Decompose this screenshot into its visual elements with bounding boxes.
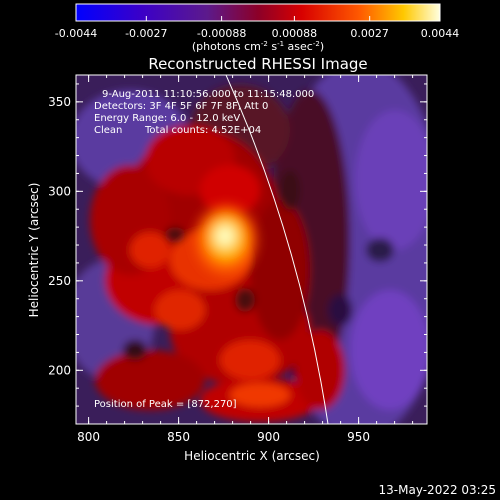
plot-frame — [75, 74, 428, 425]
y-tick-label: 300 — [48, 184, 71, 198]
colorbar-tick-label: 0.0044 — [421, 27, 460, 40]
y-tick-label: 350 — [48, 95, 71, 109]
annotation-peak: Position of Peak = [872,270] — [94, 399, 237, 410]
y-axis-tick-labels: 200 250 300 350 — [48, 95, 71, 377]
y-axis-label: Heliocentric Y (arcsec) — [27, 183, 41, 318]
x-axis-tick-labels: 800 850 900 950 — [77, 430, 370, 444]
y-axis-ticks — [76, 83, 427, 407]
chart-title: Reconstructed RHESSI Image — [148, 55, 367, 73]
solar-limb — [225, 75, 329, 424]
colorbar — [76, 4, 440, 21]
annotation-method: Clean — [94, 125, 122, 136]
x-tick-label: 850 — [167, 430, 190, 444]
heatmap-image — [76, 75, 427, 424]
colorbar-ticks — [75, 16, 441, 21]
colorbar-tick-label: 0.0027 — [350, 27, 389, 40]
x-tick-label: 800 — [77, 430, 100, 444]
annotation-detectors: Detectors: 3F 4F 5F 6F 7F 8F, Att 0 — [94, 101, 268, 112]
y-tick-label: 200 — [48, 363, 71, 377]
colorbar-tick-label: -0.0044 — [55, 27, 97, 40]
y-tick-label: 250 — [48, 274, 71, 288]
colorbar-tick-label: 0.00088 — [272, 27, 318, 40]
colorbar-tick-label: -0.0027 — [125, 27, 167, 40]
x-axis-label: Heliocentric X (arcsec) — [184, 449, 320, 463]
x-tick-label: 950 — [347, 430, 370, 444]
colorbar-tick-label: -0.00088 — [197, 27, 246, 40]
colorbar-tick-labels: -0.0044 -0.0027 -0.00088 0.00088 0.0027 0.004… — [55, 27, 459, 40]
timestamp: 13-May-2022 03:25 — [379, 483, 496, 497]
annotation-counts: Total counts: 4.52E+04 — [144, 125, 261, 136]
x-axis-ticks — [88, 75, 414, 424]
annotation-time: 9-Aug-2011 11:10:56.000 to 11:15:48.000 — [102, 89, 314, 100]
colorbar-units: (photons cm-2 s-1 asec-2) — [192, 40, 324, 53]
x-tick-label: 900 — [257, 430, 280, 444]
colorbar-frame — [75, 3, 441, 22]
annotation-energy: Energy Range: 6.0 - 12.0 keV — [94, 113, 240, 124]
